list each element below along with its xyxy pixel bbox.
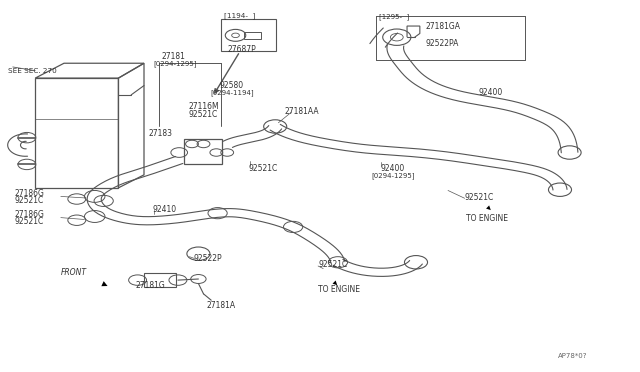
Text: 92521C: 92521C <box>14 217 44 226</box>
Text: 27186G: 27186G <box>14 189 44 198</box>
Text: 27181GA: 27181GA <box>426 22 461 31</box>
Text: TO ENGINE: TO ENGINE <box>466 214 508 223</box>
Text: 27687P: 27687P <box>228 45 257 54</box>
Text: 92400: 92400 <box>479 88 503 97</box>
Text: 92521C: 92521C <box>248 164 278 173</box>
Bar <box>221 19 276 51</box>
Text: [1295-  ]: [1295- ] <box>379 13 409 20</box>
Text: 92521C: 92521C <box>465 193 494 202</box>
Text: 92400: 92400 <box>381 164 405 173</box>
Text: [1194-  ]: [1194- ] <box>224 12 255 19</box>
Text: 27116M: 27116M <box>188 102 219 111</box>
Bar <box>184 139 222 164</box>
Text: TO ENGINE: TO ENGINE <box>318 285 360 294</box>
Text: AP78*0?: AP78*0? <box>558 353 588 359</box>
Text: 92522P: 92522P <box>193 254 222 263</box>
Text: 92521C: 92521C <box>188 110 218 119</box>
Text: 27186G: 27186G <box>14 210 44 219</box>
Text: 92580: 92580 <box>220 81 244 90</box>
Text: FRONT: FRONT <box>61 268 87 277</box>
Text: 27181: 27181 <box>161 52 185 61</box>
Text: 27181A: 27181A <box>207 301 236 310</box>
Text: 27181G: 27181G <box>136 281 165 290</box>
Bar <box>144 273 176 287</box>
Text: 92521C: 92521C <box>318 260 348 269</box>
Text: SEE SEC. 270: SEE SEC. 270 <box>8 68 56 74</box>
Text: 92410: 92410 <box>152 205 177 214</box>
Text: 92521C: 92521C <box>14 196 44 205</box>
Text: 27181AA: 27181AA <box>285 107 319 116</box>
Text: 92522PA: 92522PA <box>426 39 459 48</box>
Text: [0294-1295]: [0294-1295] <box>371 172 415 179</box>
Text: 27183: 27183 <box>148 129 173 138</box>
Text: [0294-1295]: [0294-1295] <box>154 61 197 67</box>
Bar <box>244 32 261 39</box>
Text: [0294-1194]: [0294-1194] <box>210 90 253 96</box>
